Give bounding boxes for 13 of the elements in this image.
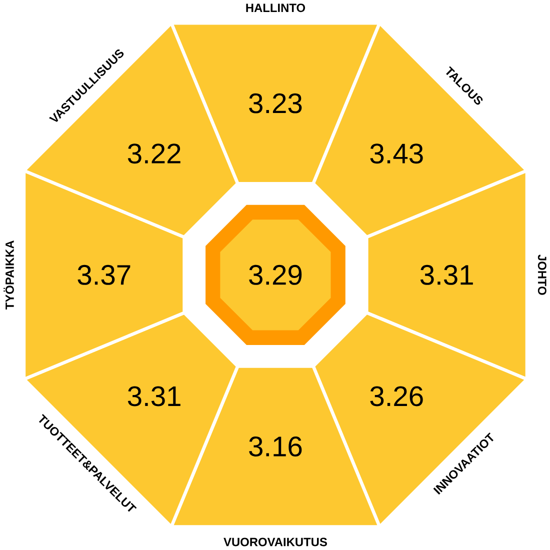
category-label: TYÖPAIKKA <box>4 240 14 310</box>
data-label: 3.23 <box>249 93 302 114</box>
data-label: 3.31 <box>128 386 180 406</box>
data-label: 3.22 <box>128 144 180 164</box>
data-label: 3.37 <box>78 265 130 285</box>
data-label: 3.43 <box>370 144 423 164</box>
data-label: 3.16 <box>249 436 302 457</box>
category-label: VUOROVAIKUTUS <box>224 538 327 546</box>
data-label: 3.31 <box>420 265 473 285</box>
category-label: HALLINTO <box>246 4 306 12</box>
data-label: 3.26 <box>370 386 423 406</box>
text: 3.29 <box>249 265 302 285</box>
category-label: JOHTO <box>538 254 546 295</box>
